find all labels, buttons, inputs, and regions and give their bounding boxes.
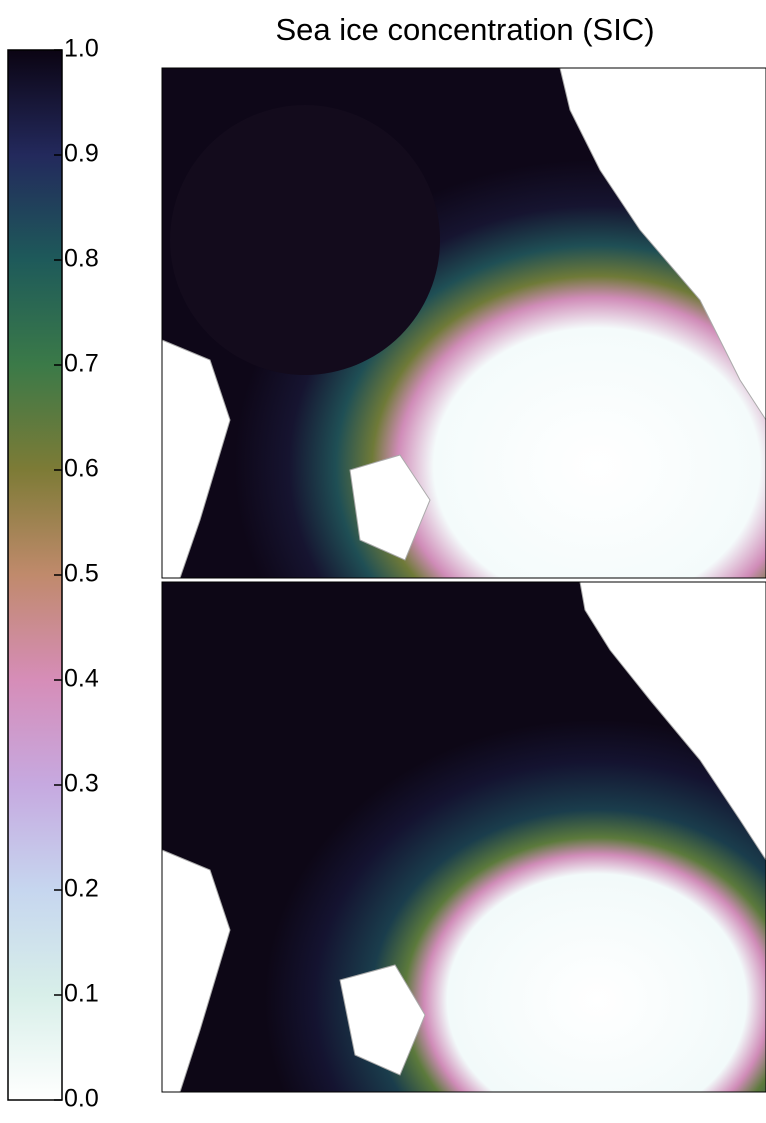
colorbar-tick-label: 0.7 xyxy=(64,350,99,378)
pole-hole xyxy=(170,105,440,375)
colorbar-tick-label: 0.3 xyxy=(64,770,99,798)
colorbar-tick-label: 0.1 xyxy=(64,980,99,1008)
colorbar-tick-label: 0.9 xyxy=(64,140,99,168)
colorbar-tick-label: 0.4 xyxy=(64,665,99,693)
colorbar-tick-label: 0.6 xyxy=(64,455,99,483)
colorbar-tick-label: 1.0 xyxy=(64,35,99,63)
chart-title: Sea ice concentration (SIC) xyxy=(275,12,654,47)
map-panel-bottom xyxy=(162,582,766,1092)
colorbar-tick-label: 0.2 xyxy=(64,875,99,903)
page: Sea ice concentration (SIC) 0.0 0.1 0.2 0.3… xyxy=(0,0,766,1123)
map-panel-top xyxy=(162,68,766,578)
colorbar-tick-label: 0.0 xyxy=(64,1085,99,1113)
colorbar-tick-label: 0.8 xyxy=(64,245,99,273)
colorbar-fill xyxy=(8,50,62,1100)
figure: Sea ice concentration (SIC) 0.0 0.1 0.2 0.3… xyxy=(0,0,766,1118)
colorbar: 0.0 0.1 0.2 0.3 0.4 0.5 0.6 0.7 0.8 0.9 1.0 xyxy=(8,35,99,1113)
colorbar-tick-label: 0.5 xyxy=(64,560,99,588)
